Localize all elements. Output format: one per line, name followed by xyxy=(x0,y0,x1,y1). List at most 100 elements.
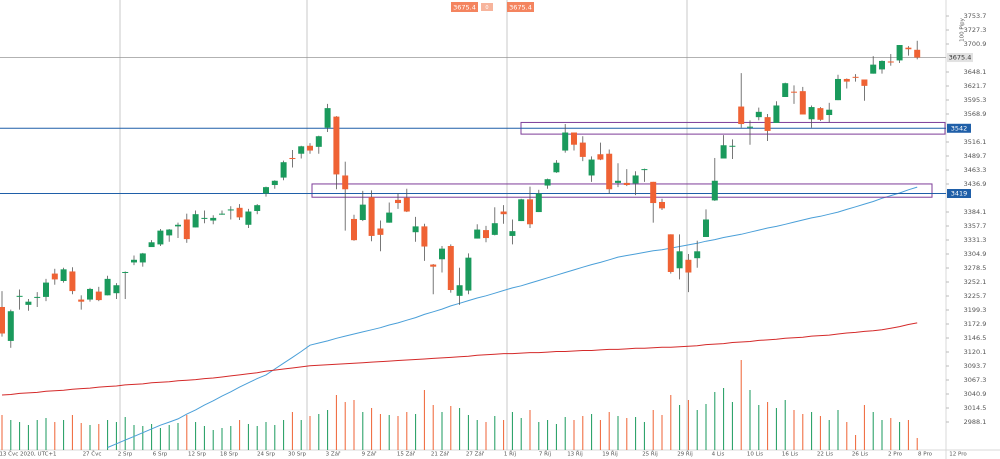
x-tick-label: 27 Čvc xyxy=(83,451,102,458)
candle-body xyxy=(729,145,736,147)
x-tick-label: 26 Lis xyxy=(852,452,868,458)
candle-body xyxy=(509,231,516,236)
y-tick-label: 3172.9 xyxy=(964,320,987,328)
x-tick-label: 16 Lis xyxy=(782,452,798,458)
candle-body xyxy=(25,301,32,305)
candle-body xyxy=(571,132,577,145)
candle-body xyxy=(650,181,657,204)
x-tick-label: 10 Lis xyxy=(747,452,763,458)
candle-body xyxy=(474,229,481,239)
candle-body xyxy=(324,108,331,128)
candle-body xyxy=(157,230,164,245)
candle-body xyxy=(808,107,815,120)
y-tick-label: 3489.7 xyxy=(964,152,987,160)
candle-body xyxy=(227,209,234,211)
x-tick-label: 2 Pro xyxy=(888,452,903,458)
x-tick-label: 1 Říj xyxy=(504,450,517,458)
candle-body xyxy=(236,207,243,218)
x-tick-label: 18 Srp xyxy=(220,452,238,458)
candle-body xyxy=(465,257,472,291)
x-tick-label: 19 Říj xyxy=(602,450,618,458)
x-tick-label: 27 Zář xyxy=(466,451,485,458)
candle-body xyxy=(148,242,155,248)
level-label: 3542 xyxy=(951,124,968,132)
candle-body xyxy=(896,45,903,61)
candle-body xyxy=(351,218,357,241)
moving-average xyxy=(107,186,918,448)
candle-body xyxy=(210,217,217,221)
moving-average xyxy=(1,322,918,396)
y-tick-label: 3463.3 xyxy=(964,166,987,174)
candle-body xyxy=(456,285,463,296)
ask-box[interactable] xyxy=(507,2,534,12)
bid-box[interactable] xyxy=(451,2,478,12)
candle-body xyxy=(87,288,93,300)
candle-body xyxy=(16,295,23,297)
y-tick-label: 3753.7 xyxy=(964,12,987,20)
y-tick-label: 3225.7 xyxy=(964,292,987,300)
candle-body xyxy=(131,259,137,263)
candle-body xyxy=(615,180,621,183)
candle-body xyxy=(852,76,859,78)
y-tick-label: 3093.7 xyxy=(964,362,987,370)
candle-body xyxy=(271,180,278,186)
price-zone xyxy=(311,183,933,198)
y-tick-label: 3436.9 xyxy=(964,180,987,188)
x-tick-label: 2 Srp xyxy=(118,452,133,458)
last-price-box xyxy=(947,53,973,63)
candle-body xyxy=(201,217,208,219)
candle-body xyxy=(447,245,454,291)
candle-body xyxy=(817,108,824,120)
x-tick-label: 9 Zář xyxy=(362,451,377,458)
candle-body xyxy=(254,205,261,212)
x-tick-label: 13 Říj xyxy=(567,450,583,458)
x-tick-label: 4 Lis xyxy=(712,452,725,458)
x-tick-label: 6 Srp xyxy=(153,452,168,458)
y-tick-label: 3648.1 xyxy=(964,68,987,76)
y-tick-label: 3595.3 xyxy=(964,96,987,104)
y-tick-label: 3700.9 xyxy=(964,40,987,48)
candle-body xyxy=(315,136,322,147)
candle-body xyxy=(263,187,269,194)
candle-body xyxy=(597,154,604,160)
candle-body xyxy=(60,269,67,281)
candle-body xyxy=(782,83,789,97)
candle-body xyxy=(685,259,692,273)
candle-body xyxy=(870,64,877,74)
candle-body xyxy=(544,179,551,186)
candle-body xyxy=(887,61,894,63)
candle-body xyxy=(0,306,5,334)
candle-body xyxy=(368,197,375,236)
candle-body xyxy=(879,60,885,70)
candle-body xyxy=(51,273,58,280)
candle-body xyxy=(843,78,850,82)
candle-body xyxy=(623,182,630,186)
candle-body xyxy=(342,175,349,190)
candle-body xyxy=(773,105,780,123)
y-tick-label: 3568.9 xyxy=(964,110,987,118)
candle-body xyxy=(799,91,806,115)
y-tick-label: 3304.9 xyxy=(964,250,987,258)
candle-body xyxy=(289,157,296,160)
candle-body xyxy=(421,226,428,247)
y-tick-label: 3384.1 xyxy=(964,208,987,216)
candle-body xyxy=(34,296,41,298)
y-tick-label: 3014.5 xyxy=(964,404,987,412)
candle-body xyxy=(7,311,14,341)
candle-body xyxy=(166,229,173,236)
candle-body xyxy=(113,285,120,294)
candle-body xyxy=(43,282,49,297)
candle-body xyxy=(386,212,393,223)
candle-body xyxy=(562,132,569,151)
y-tick-label: 3040.9 xyxy=(964,390,987,398)
candle-body xyxy=(500,211,507,215)
y-tick-label: 3067.3 xyxy=(964,376,987,384)
candle-body xyxy=(518,199,525,222)
candle-body xyxy=(412,226,419,233)
spread-box xyxy=(481,3,493,11)
candle-body xyxy=(122,271,129,273)
candle-body xyxy=(720,145,727,159)
y-tick-label: 3727.3 xyxy=(964,26,987,34)
candle-body xyxy=(78,299,85,302)
y-tick-label: 3357.7 xyxy=(964,222,987,230)
